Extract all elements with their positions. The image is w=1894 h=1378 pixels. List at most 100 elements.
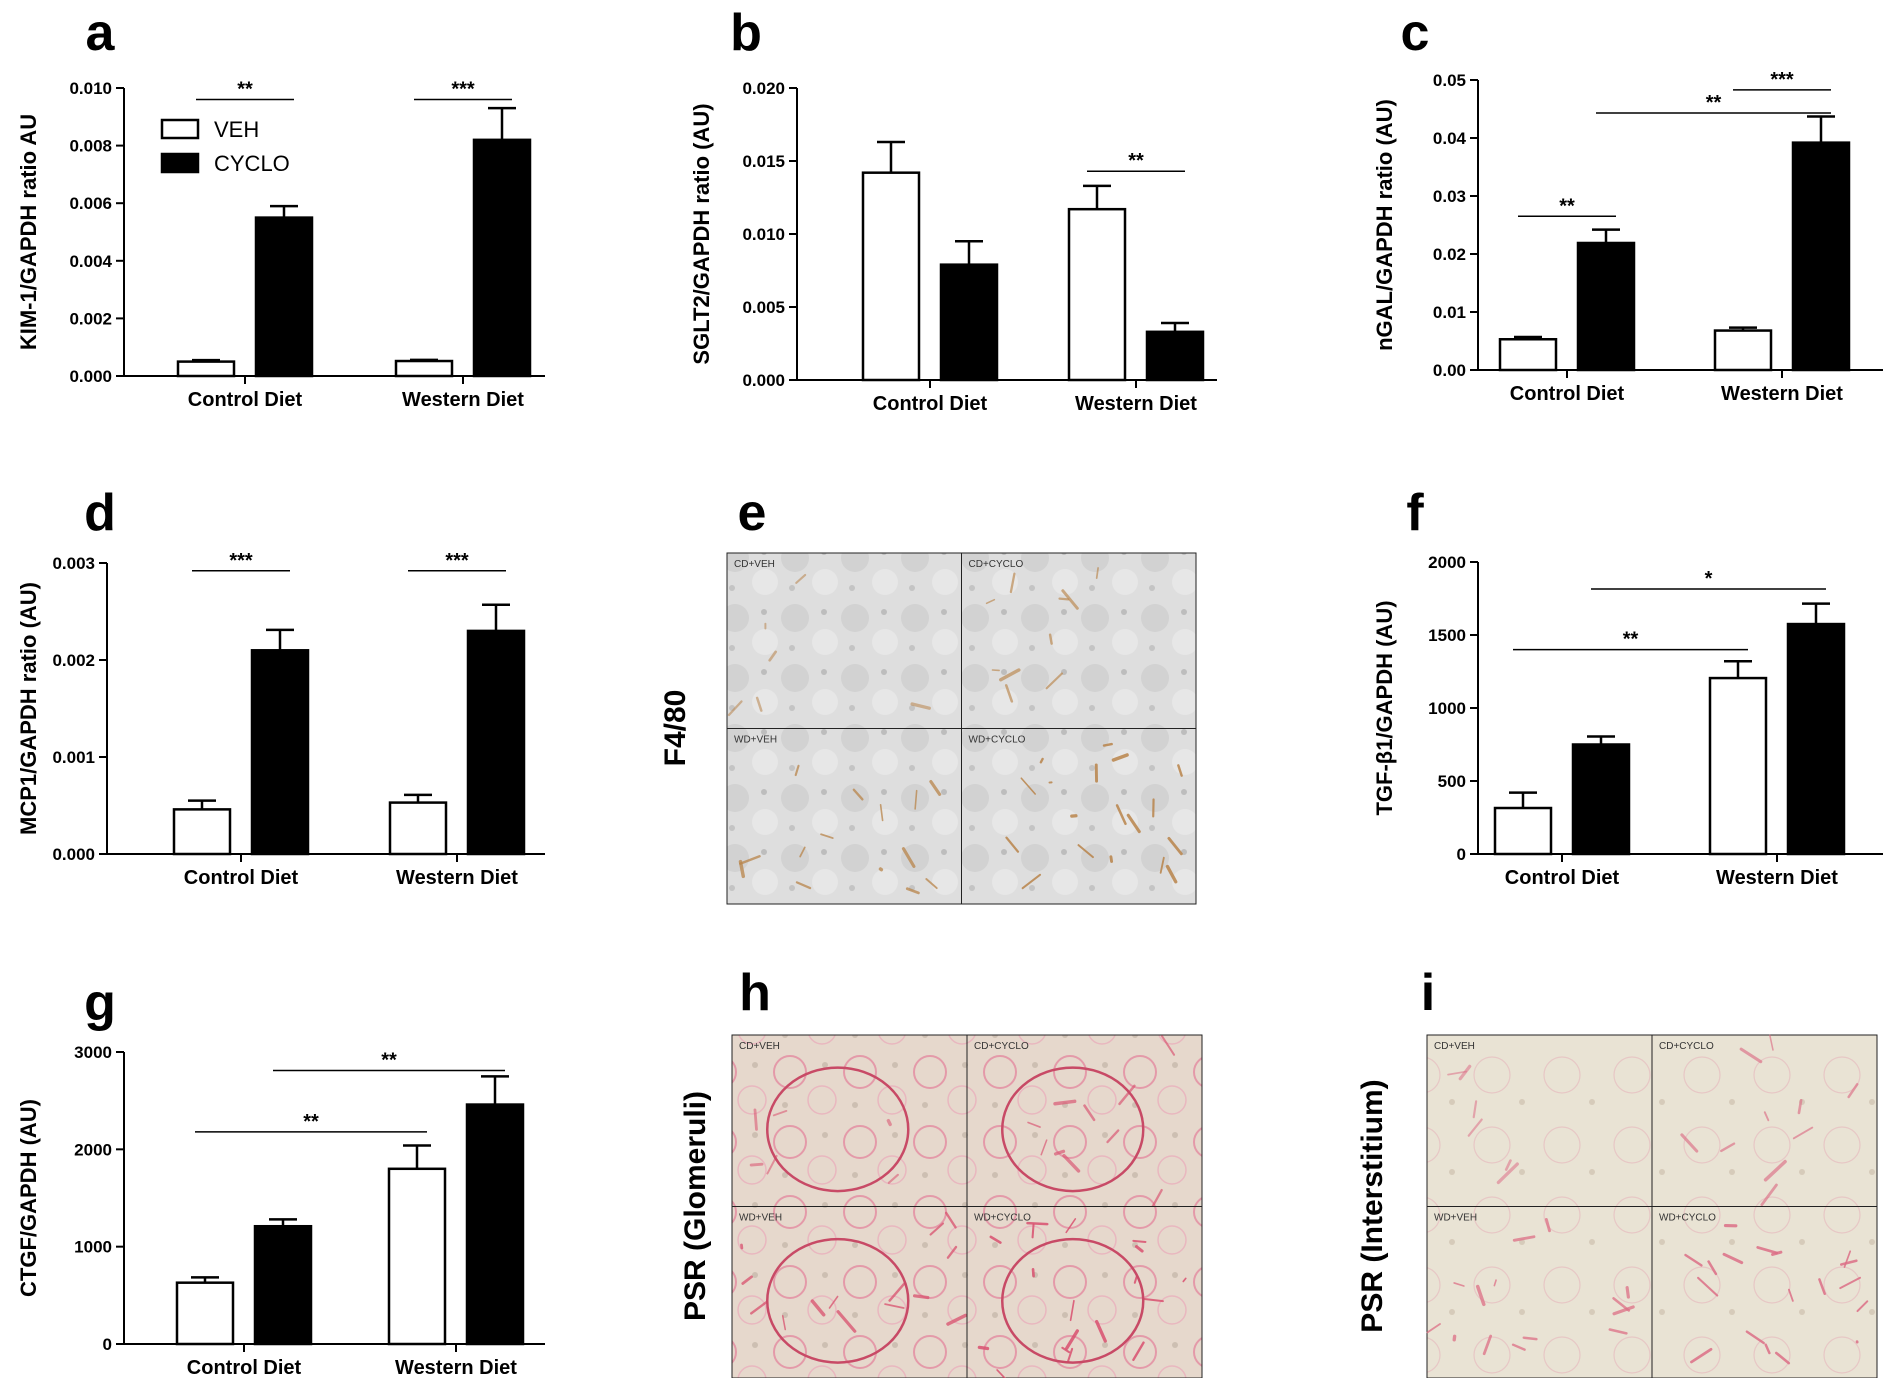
x-tick-label: Control Diet [873,393,988,415]
quadrant-label: CD+VEH [739,1041,780,1052]
y-tick-label: 0.01 [1433,303,1466,322]
stain-streak [1475,1284,1486,1307]
significance-label: ** [1623,629,1639,651]
y-tick-label: 1500 [1428,626,1466,645]
stain-streak [1077,844,1094,859]
y-tick-label: 2000 [1428,553,1466,572]
y-tick-label: 0.00 [1433,361,1466,380]
stain-streak [888,1282,906,1302]
stain-streak [1133,1275,1138,1284]
x-tick-label: Western Diet [1075,393,1197,415]
x-tick-label: Control Diet [184,867,299,889]
bar-veh [172,808,232,856]
stain-streak [768,650,778,662]
y-tick-label: 2000 [74,1140,112,1159]
stain-streak [1504,1159,1512,1171]
stain-streak [985,598,996,605]
y-tick-label: 3000 [74,1043,112,1062]
stain-streak [1745,1330,1765,1345]
quadrant-label: WD+VEH [1434,1213,1477,1224]
stain-streak [1467,1118,1483,1137]
quadrant-label: CD+CYCLO [974,1041,1029,1052]
stain-streak [887,1173,899,1184]
micrograph-quadrant: CD+VEH [731,1034,968,1207]
stain-streak [1482,1334,1493,1356]
y-tick-label: 0.010 [69,79,112,98]
micrograph-image [1651,1206,1878,1378]
y-tick-label: 0.004 [69,252,112,271]
y-tick-label: 0.001 [52,748,95,767]
stain-streak [1511,1343,1526,1351]
stain-streak [910,702,931,710]
stain-streak [1771,1250,1783,1256]
quadrant-label: WD+CYCLO [969,735,1026,746]
stain-label: F4/80 [659,690,692,767]
micrograph-quadrant: CD+CYCLO [961,552,1197,729]
stain-streak [1797,1098,1803,1115]
y-tick-label: 0.015 [742,152,785,171]
stain-streak [1447,1070,1468,1076]
stain-streak [1182,1277,1187,1283]
stain-streak [739,854,761,865]
glomerulus-outline [1001,1237,1145,1364]
stain-streak [1053,1149,1066,1156]
micrograph-image [1426,1034,1653,1207]
chart-g: 0 1000 2000 3000 CTGF/GAPDH (AU) Control Diet… [16,1043,545,1378]
micrograph-quadrant: WD+CYCLO [966,1206,1203,1378]
stain-streak [1612,1305,1635,1316]
bar-cyclo [466,629,526,856]
significance-label: *** [451,79,475,101]
micrograph-image [726,728,962,905]
chart-b: 0.000 0.005 0.010 0.015 0.020 SGLT2/GAPDH rat… [689,79,1217,415]
stain-streak [886,1118,892,1127]
stain-streak [1165,864,1178,884]
bar-veh [176,360,236,378]
stain-streak [1684,1253,1703,1267]
glomerulus-outline [766,1066,910,1193]
stain-streak [1143,1297,1164,1303]
stain-streak [929,1222,945,1236]
stain-streak [1005,836,1020,853]
stain-streak [1109,855,1114,863]
charts-layer: 0.0000.0020.0040.0060.0080.010KIM-1/GAPD… [16,69,1883,1378]
stain-streak [795,881,812,890]
stain-streak [1775,1351,1791,1365]
x-tick-label: Control Diet [1510,383,1625,405]
micrograph-image [726,552,962,729]
stain-streak [1818,1278,1826,1296]
bar-veh [387,1167,447,1346]
stain-streak [1763,1111,1770,1122]
stain-streak [1722,1252,1744,1265]
chart-f: 0 500 1000 1500 2000 TGF-β1/GAPDH (AU) Control… [1372,553,1883,889]
micrograph-quadrant: WD+VEH [726,728,962,905]
y-tick-label: 1000 [1428,699,1466,718]
bar-veh [1067,207,1127,382]
micrograph-image [1426,1206,1653,1378]
stain-streak [1048,633,1053,645]
stain-streak [1720,1142,1736,1153]
y-tick-label: 0.003 [52,554,95,573]
y-tick-label: 0.000 [742,371,785,390]
significance-label: *** [445,550,469,572]
bar-veh [1708,676,1768,856]
micrograph-quadrant: CD+VEH [726,552,962,729]
stain-streak [1764,1343,1771,1355]
stain-streak [1053,1099,1077,1106]
y-tick-label: 0.000 [52,845,95,864]
bar-veh [1498,338,1558,372]
stain-streak [772,1109,788,1117]
quadrant-label: CD+CYCLO [1659,1041,1714,1052]
stain-streak [1009,572,1016,594]
stain-streak [1065,1218,1077,1234]
micrograph-image [731,1206,968,1378]
stain-streak [1132,1341,1145,1362]
y-axis-title: TGF-β1/GAPDH (AU) [1372,600,1397,815]
stain-streak [1020,777,1036,795]
bar-veh [1713,329,1773,372]
bar-cyclo [1786,622,1846,856]
stain-streak [1132,1239,1147,1243]
stain-streak [1065,1329,1079,1350]
y-axis-title: SGLT2/GAPDH ratio (AU) [689,103,714,364]
stain-streak [977,1345,990,1351]
